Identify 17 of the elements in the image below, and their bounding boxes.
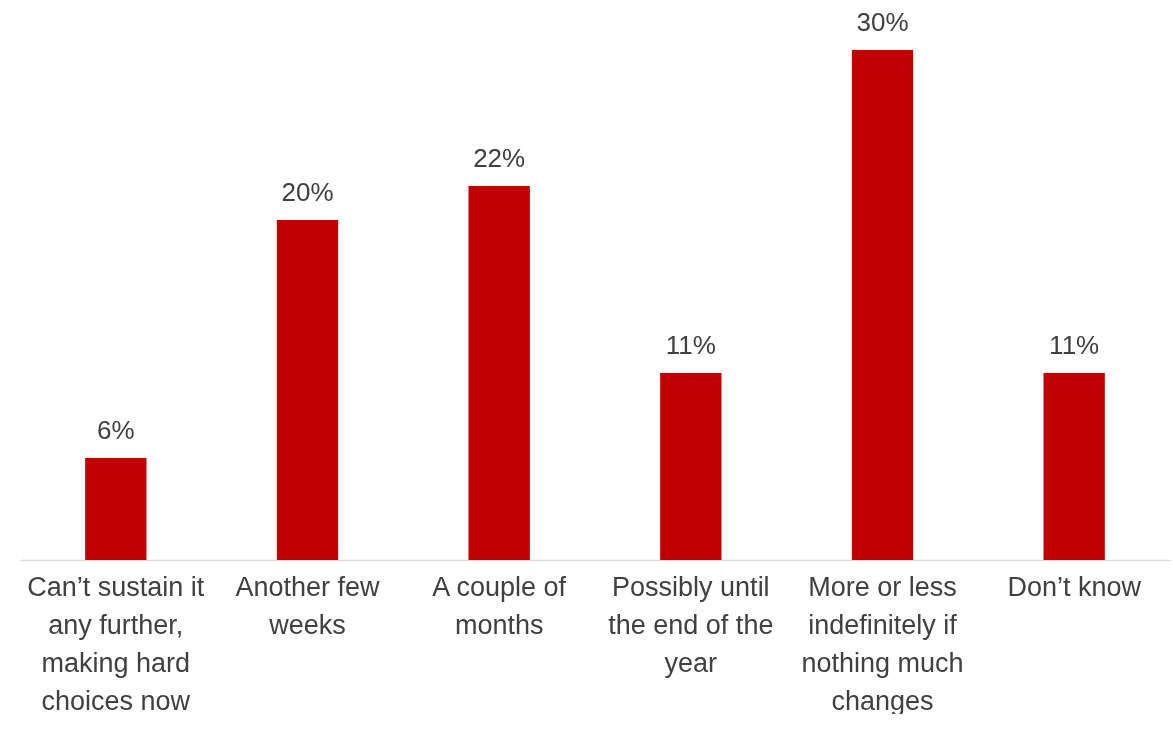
data-label: 22% [473, 143, 526, 173]
x-tick-label: Can’t sustain it any further, making hard choices now [27, 571, 205, 716]
data-label: 30% [856, 7, 909, 37]
bar [276, 220, 339, 560]
x-tick-label: Another few weeks [235, 571, 381, 640]
bar [468, 186, 530, 560]
x-tick-label: Don’t know [1007, 571, 1142, 602]
x-tick-label: A couple of months [432, 571, 567, 640]
data-label: 6% [97, 415, 135, 445]
bar [660, 373, 722, 560]
data-label: 20% [281, 177, 334, 207]
bar [85, 458, 147, 560]
data-label: 11% [1049, 330, 1100, 360]
bar [1043, 373, 1105, 560]
data-label: 11% [665, 330, 716, 360]
bar [851, 50, 914, 560]
x-tick-label: Possibly until the end of the year [608, 571, 774, 678]
